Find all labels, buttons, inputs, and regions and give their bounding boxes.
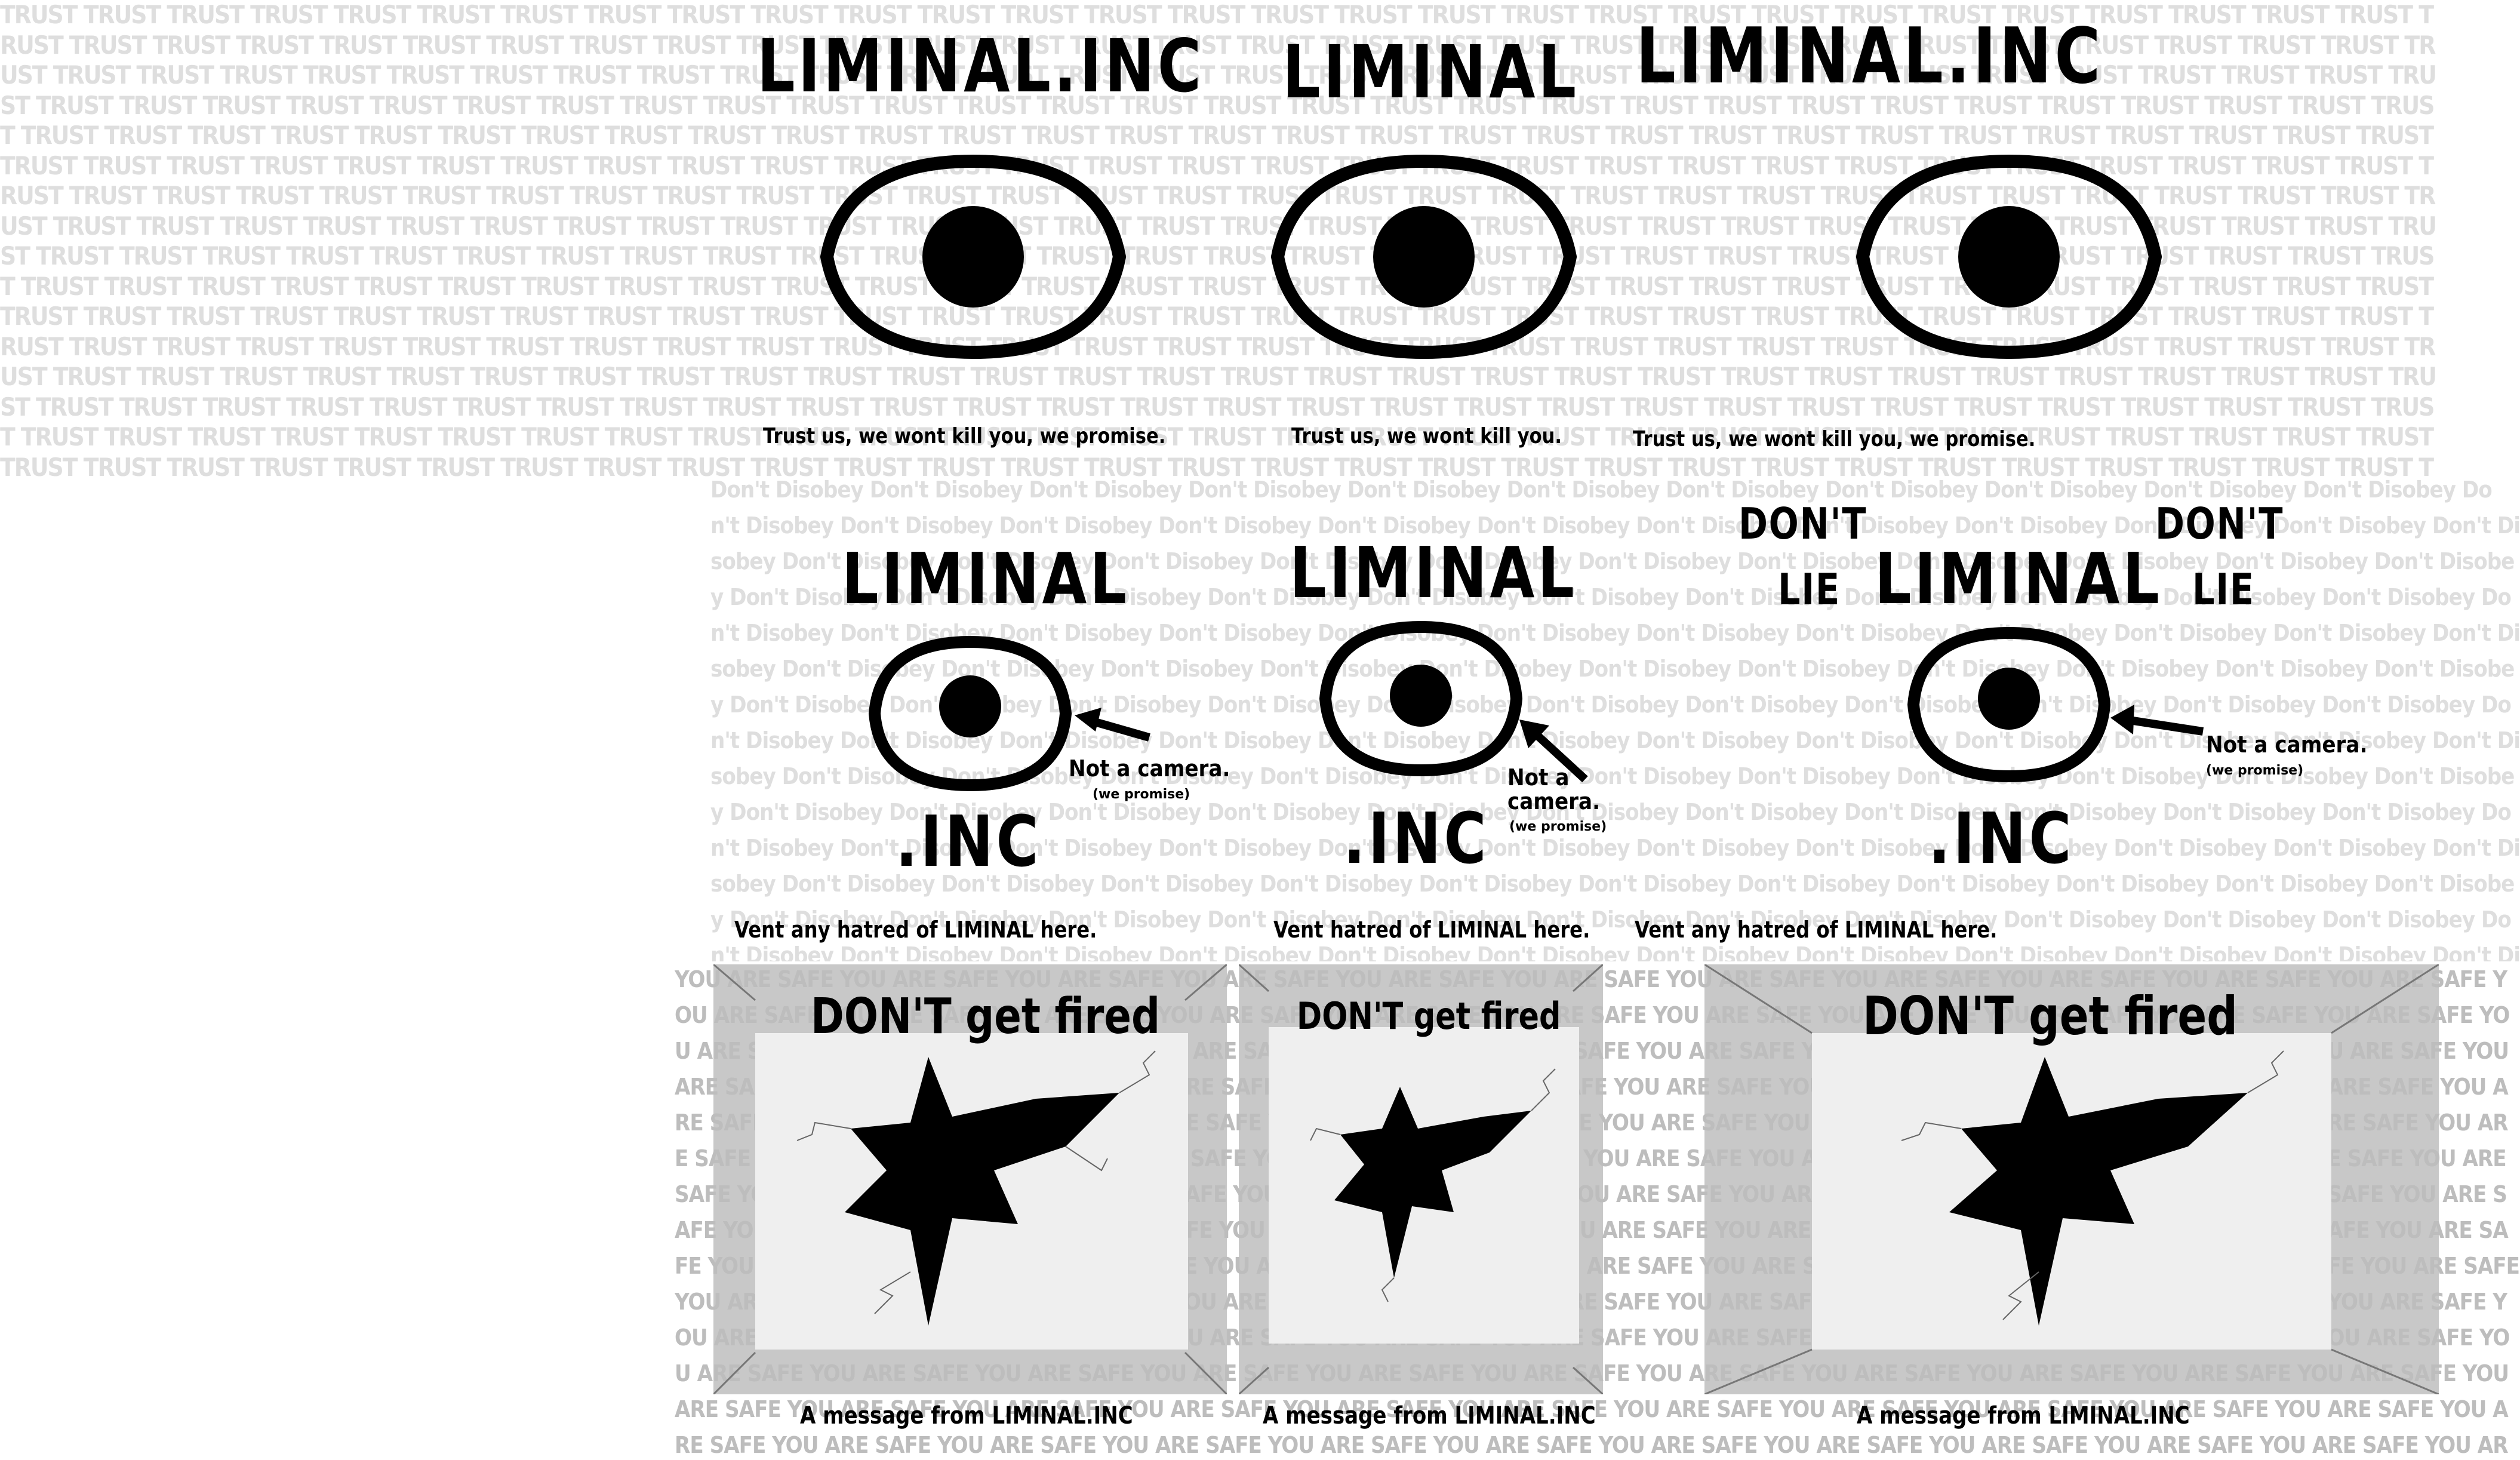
poster-caption: Vent any hatred of LIMINAL here. bbox=[734, 917, 1097, 943]
eye-icon bbox=[1319, 620, 1523, 777]
not-a-camera-note: Not a bbox=[1507, 764, 1570, 791]
liminal-logo: LIMINAL bbox=[1282, 30, 1580, 115]
eye-icon bbox=[1856, 154, 2162, 359]
poster-caption: Trust us, we wont kill you, we promise. bbox=[763, 424, 1166, 448]
liminal-logo: LIMINAL bbox=[1290, 531, 1577, 614]
liminal-logo: LIMINAL bbox=[1875, 537, 2162, 620]
broken-glass-icon bbox=[1901, 1050, 2284, 1326]
liminal-inc-logo: LIMINAL.INC bbox=[757, 24, 1205, 109]
eye-icon bbox=[868, 635, 1072, 792]
dont-get-fired-headline: DON'T get fired bbox=[811, 988, 1161, 1045]
dont-label: DON'T bbox=[1739, 499, 1867, 549]
frame-corner-lines bbox=[1704, 964, 2439, 1394]
trust-background-text: TRUST TRUST TRUST TRUST TRUST TRUST TRUS… bbox=[0, 0, 2437, 478]
we-promise-note: (we promise) bbox=[1093, 787, 1190, 802]
poster-caption: Trust us, we wont kill you. bbox=[1291, 424, 1562, 448]
dont-label: DON'T bbox=[2155, 499, 2284, 549]
liminal-inc-logo: LIMINAL.INC bbox=[1636, 12, 2104, 101]
frame-corner-lines bbox=[713, 964, 1227, 1394]
inc-logo: .INC bbox=[1343, 797, 1490, 880]
inc-logo: .INC bbox=[896, 800, 1042, 883]
eye-icon bbox=[1907, 626, 2111, 783]
poster-footer: A message from LIMINAL.INC bbox=[800, 1402, 1133, 1430]
arrow-icon bbox=[1075, 708, 1150, 742]
eye-icon bbox=[1270, 154, 1577, 359]
we-promise-note: (we promise) bbox=[2206, 763, 2304, 778]
poster-caption: Vent hatred of LIMINAL here. bbox=[1273, 917, 1590, 943]
poster-caption: Trust us, we wont kill you, we promise. bbox=[1633, 427, 2036, 451]
not-a-camera-note: Not a camera. bbox=[2206, 731, 2368, 758]
eye-icon bbox=[820, 154, 1127, 359]
lie-label: LIE bbox=[1778, 564, 1841, 614]
poster-footer: A message from LIMINAL.INC bbox=[1263, 1402, 1596, 1430]
poster-caption: Vent any hatred of LIMINAL here. bbox=[1635, 917, 1998, 943]
arrow-icon bbox=[2110, 705, 2204, 736]
lie-label: LIE bbox=[2192, 564, 2255, 614]
liminal-logo: LIMINAL bbox=[842, 537, 1130, 620]
dont-get-fired-headline: DON'T get fired bbox=[1863, 985, 2238, 1047]
poster-footer: A message from LIMINAL.INC bbox=[1857, 1402, 2190, 1430]
not-a-camera-note: Not a camera. bbox=[1069, 755, 1230, 782]
inc-logo: .INC bbox=[1928, 797, 2075, 880]
arrow-icon bbox=[1519, 720, 1588, 783]
frame-corner-lines bbox=[1239, 964, 1603, 1394]
dont-get-fired-headline: DON'T get fired bbox=[1297, 994, 1561, 1038]
we-promise-note: (we promise) bbox=[1509, 819, 1607, 834]
broken-glass-icon bbox=[1310, 1068, 1556, 1302]
disobey-background-text: Don't Disobey Don't Disobey Don't Disobe… bbox=[710, 477, 2520, 961]
broken-glass-icon bbox=[796, 1050, 1156, 1326]
not-a-camera-note: camera. bbox=[1507, 788, 1601, 814]
